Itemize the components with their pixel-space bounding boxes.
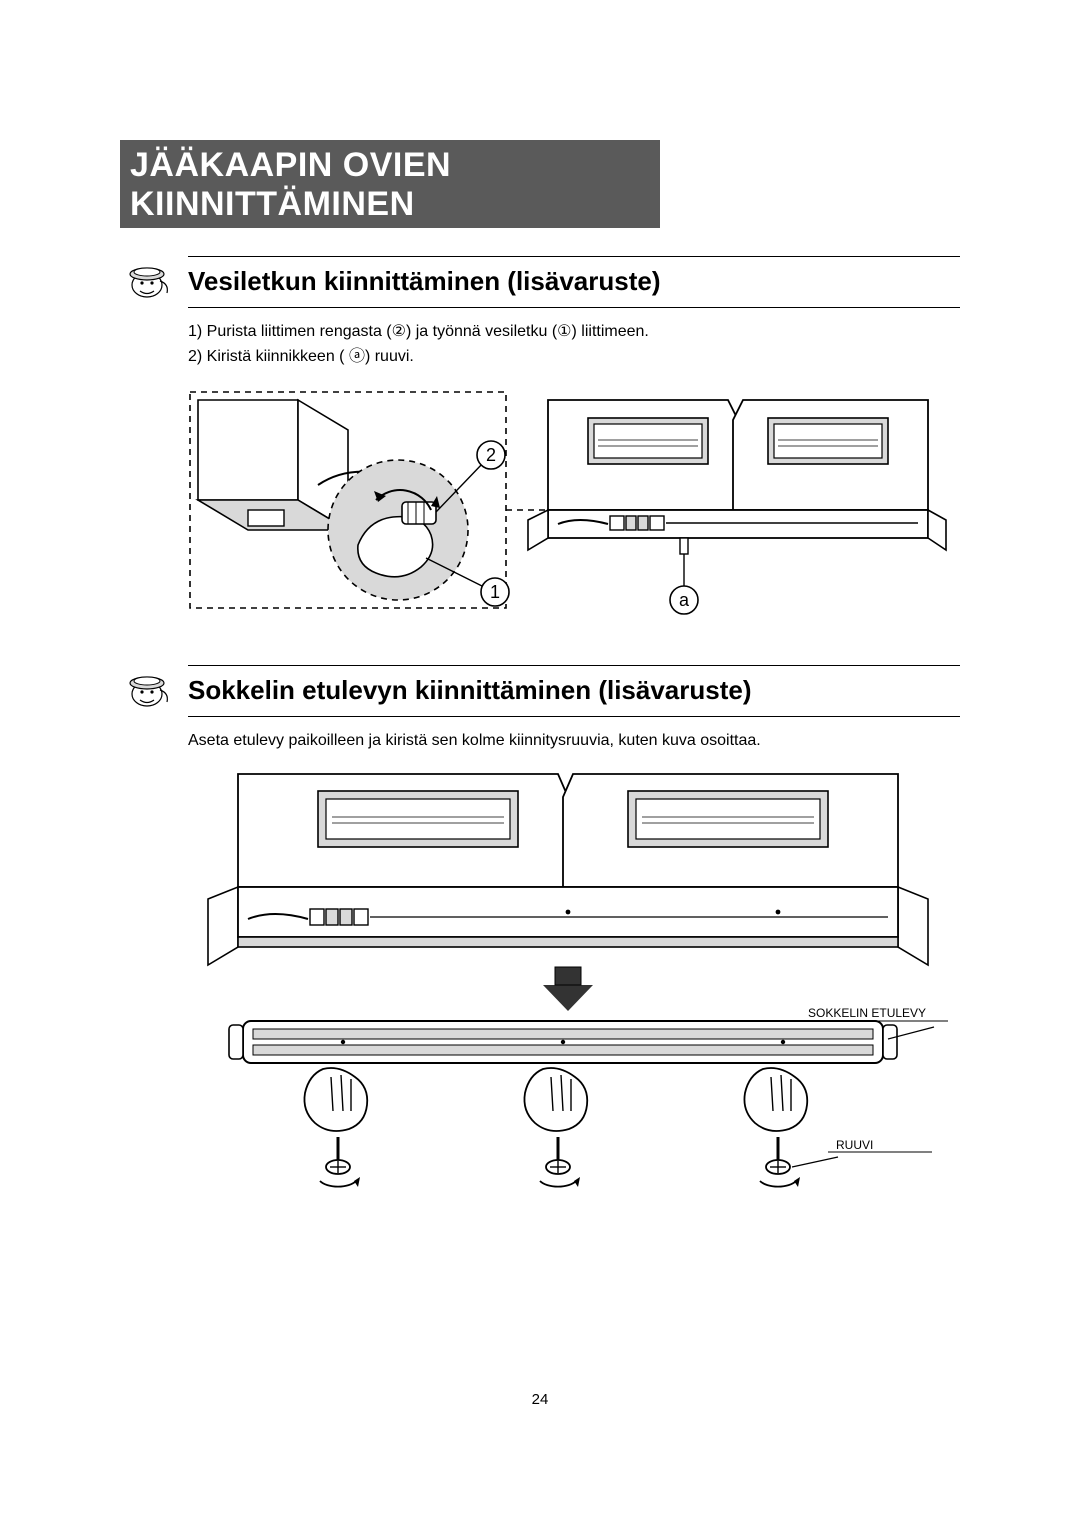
callout-2: 2 <box>486 445 496 465</box>
callout-1: 1 <box>490 582 500 602</box>
mascot-icon <box>120 261 174 301</box>
page-title: JÄÄKAAPIN OVIEN KIINNITTÄMINEN <box>130 146 451 223</box>
rule <box>188 716 960 717</box>
rule <box>188 256 960 257</box>
instruction-line: 2) Kiristä kiinnikkeen ( ⓐ) ruuvi. <box>188 345 960 368</box>
mascot-icon <box>120 670 174 710</box>
callout-a: a <box>679 590 690 610</box>
rule <box>188 665 960 666</box>
section-title: Sokkelin etulevyn kiinnittäminen (lisäva… <box>188 675 752 706</box>
section-head: Vesiletkun kiinnittäminen (lisävaruste) <box>120 261 960 301</box>
page-title-bar: JÄÄKAAPIN OVIEN KIINNITTÄMINEN <box>120 140 660 228</box>
section-title: Vesiletkun kiinnittäminen (lisävaruste) <box>188 266 660 297</box>
label-front-cover: SOKKELIN ETULEVY <box>808 1006 926 1020</box>
section-front-leg-cover: Sokkelin etulevyn kiinnittäminen (lisäva… <box>120 665 960 1223</box>
figure-front-cover: SOKKELIN ETULEVY <box>188 769 960 1224</box>
manual-page: JÄÄKAAPIN OVIEN KIINNITTÄMINEN Vesiletku… <box>120 140 960 1224</box>
figure-water-hose: 2 1 <box>188 390 960 625</box>
section2-body: Aseta etulevy paikoilleen ja kiristä sen… <box>188 729 960 752</box>
section-head: Sokkelin etulevyn kiinnittäminen (lisäva… <box>120 670 960 710</box>
section-water-hose: Vesiletkun kiinnittäminen (lisävaruste) … <box>120 256 960 625</box>
label-screw: RUUVI <box>836 1138 873 1152</box>
instruction-line: 1) Purista liittimen rengasta (②) ja työ… <box>188 320 960 343</box>
page-number: 24 <box>0 1391 1080 1408</box>
hand-screw-group <box>304 1068 807 1187</box>
section1-body: 1) Purista liittimen rengasta (②) ja työ… <box>188 320 960 368</box>
rule <box>188 307 960 308</box>
instruction-line: Aseta etulevy paikoilleen ja kiristä sen… <box>188 729 960 752</box>
